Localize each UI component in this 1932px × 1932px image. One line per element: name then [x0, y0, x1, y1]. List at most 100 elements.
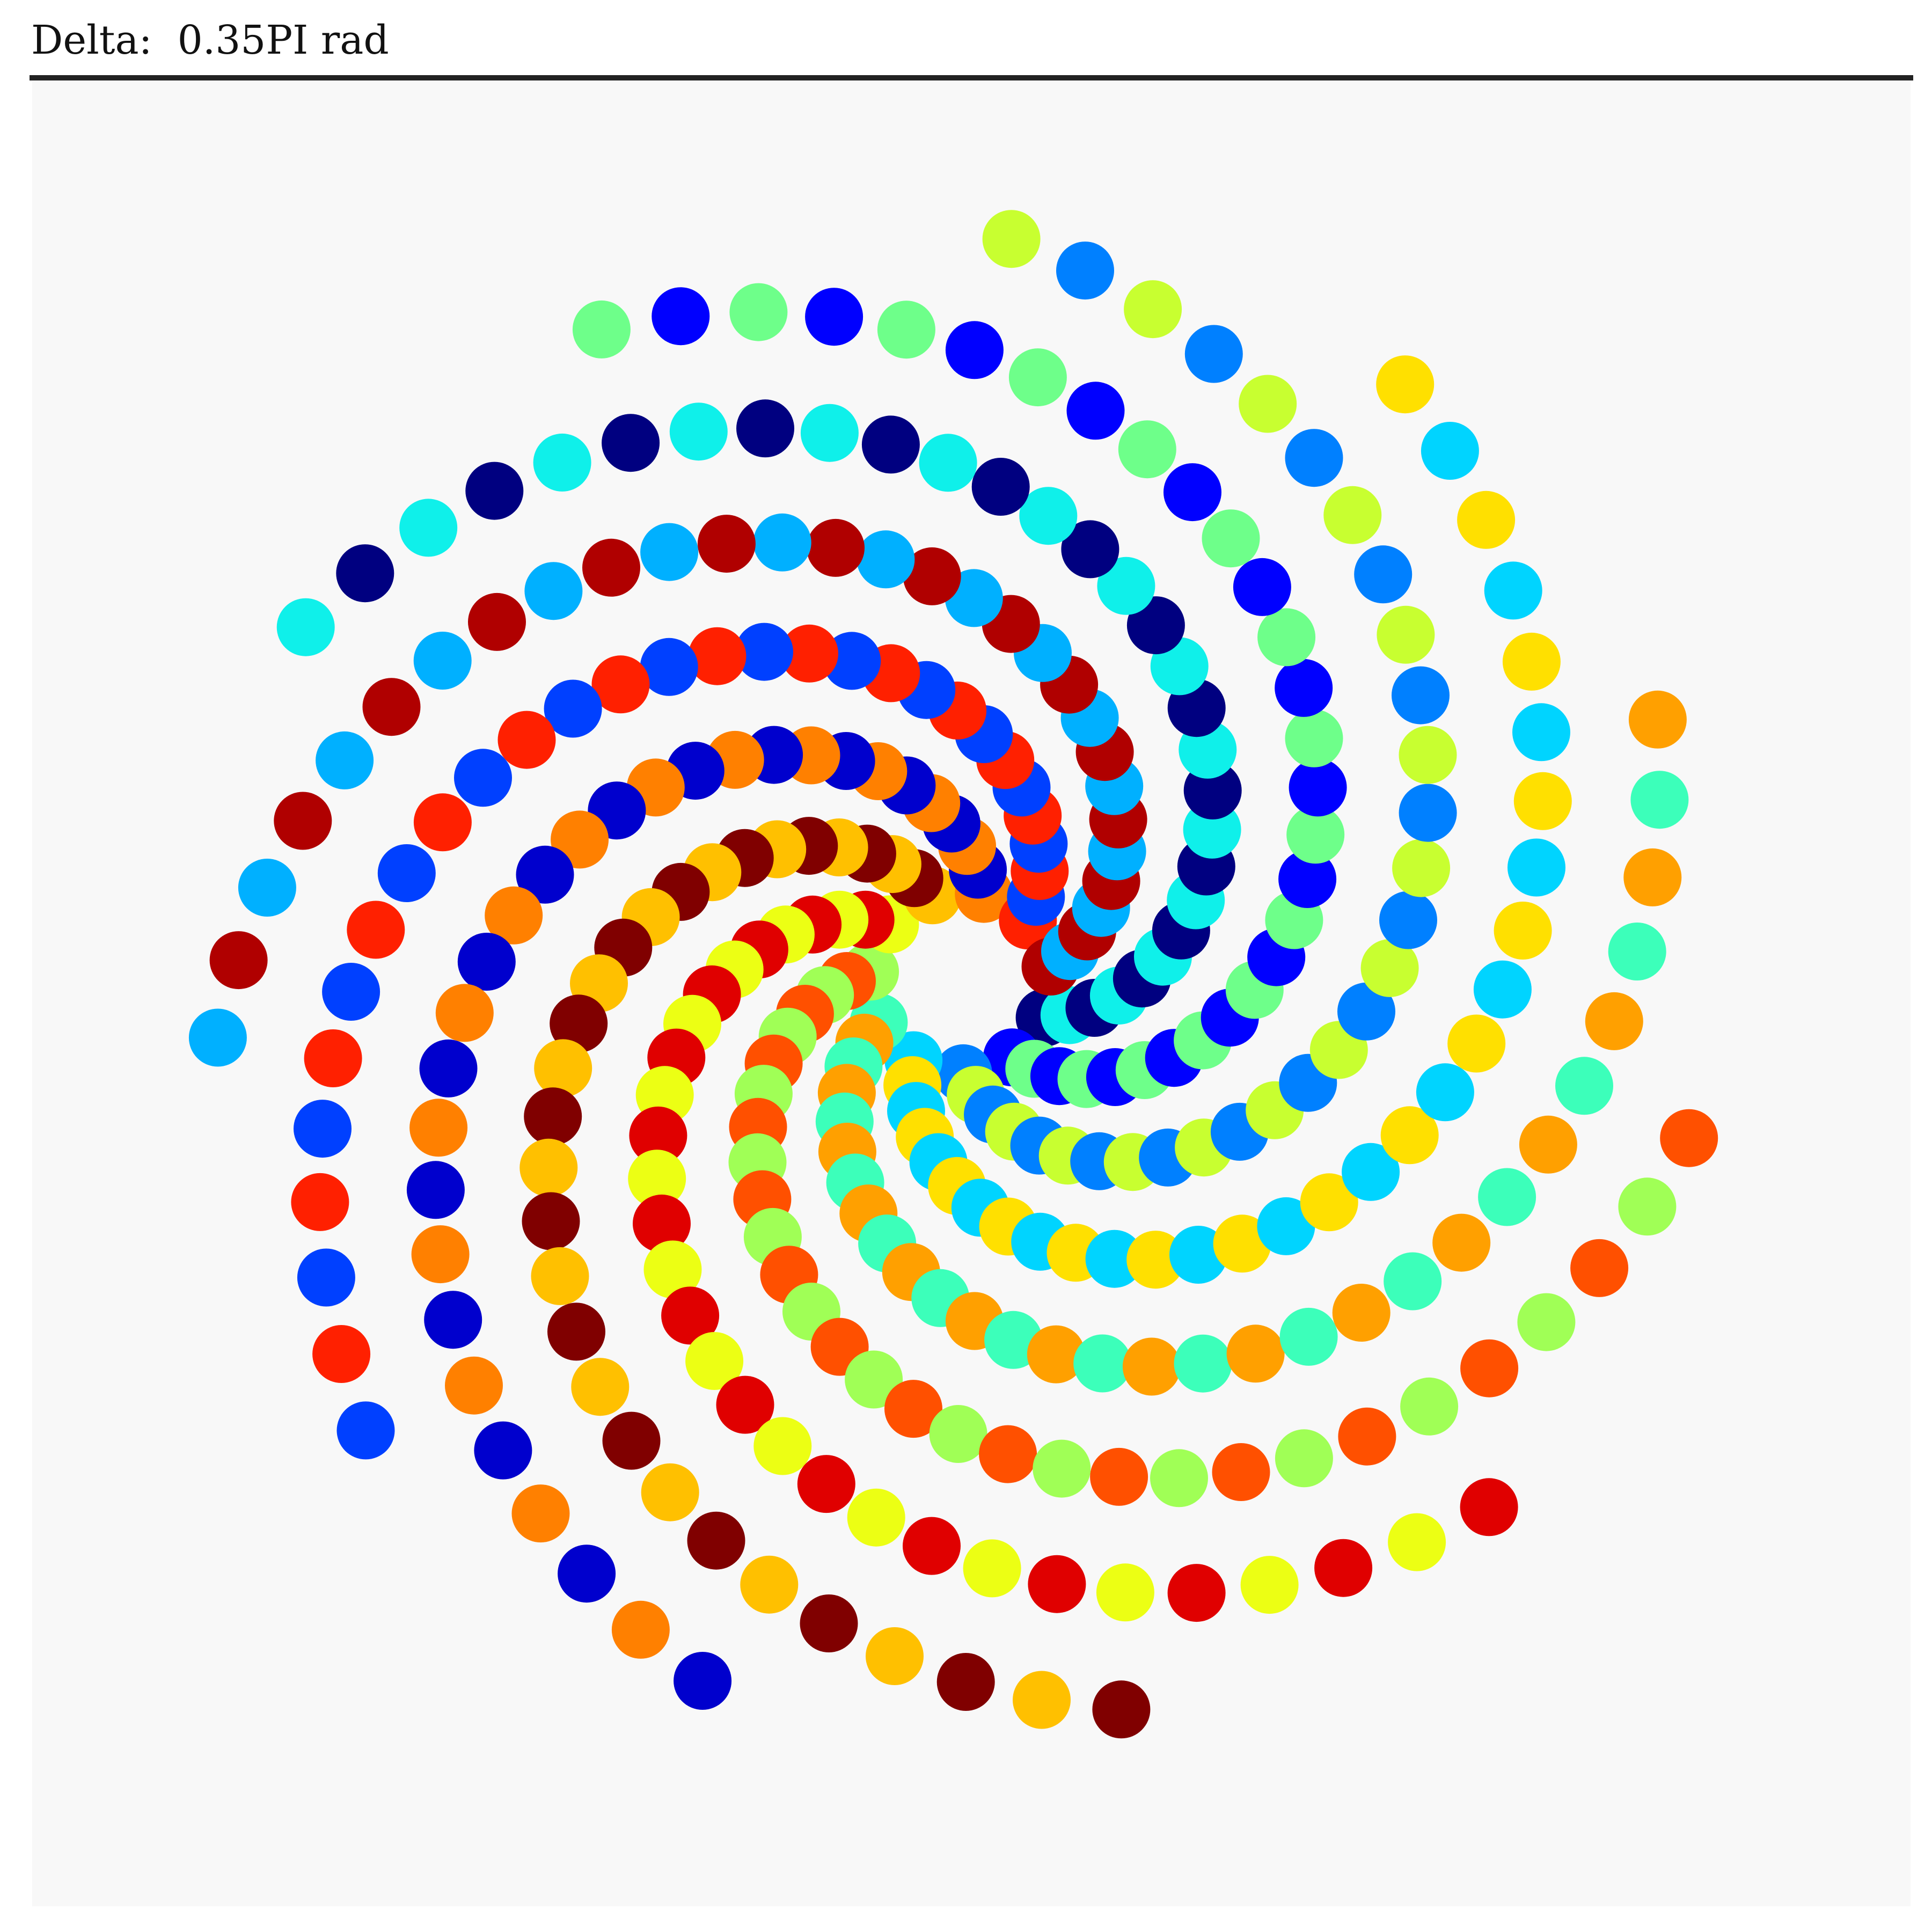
spiral-dot: [735, 623, 793, 681]
spiral-dot: [1122, 1337, 1181, 1396]
spiral-dot: [1033, 1439, 1091, 1498]
spiral-dot: [982, 210, 1041, 268]
spiral-dot: [1008, 348, 1067, 407]
spiral-dot: [411, 1225, 470, 1284]
spiral-dot: [1097, 557, 1155, 615]
title-rule: [30, 75, 1913, 80]
spiral-dot: [409, 1099, 468, 1157]
spiral-dot: [1519, 1115, 1577, 1174]
spiral-dot: [1240, 1556, 1299, 1614]
spiral-dot: [1278, 850, 1337, 908]
spiral-dot: [1416, 1063, 1474, 1122]
spiral-dot: [807, 518, 865, 577]
spiral-dot: [1460, 1339, 1519, 1397]
spiral-dot: [861, 415, 920, 474]
spiral-dot: [1630, 771, 1689, 829]
spiral-dot: [399, 499, 458, 557]
spiral-dot: [1478, 1168, 1536, 1226]
spiral-dot: [591, 655, 650, 714]
spiral-dot: [884, 1380, 942, 1438]
spiral-dot: [1286, 806, 1345, 864]
spiral-dot: [753, 1417, 812, 1475]
spiral-dot: [1623, 848, 1682, 906]
spiral-dot: [294, 1100, 352, 1158]
spiral-dot: [1019, 487, 1078, 545]
spiral-dot: [740, 1555, 799, 1614]
spiral-dot: [316, 731, 374, 789]
spiral-dot: [1513, 772, 1572, 830]
spiral-dot: [1289, 758, 1347, 817]
spiral-dot: [847, 1488, 905, 1547]
spiral-dot: [687, 1511, 745, 1570]
spiral-dot: [643, 1240, 702, 1299]
spiral-dot: [1275, 1429, 1333, 1488]
spiral-dot: [1400, 1377, 1459, 1436]
spiral-dot: [497, 711, 556, 769]
spiral-dot: [805, 288, 863, 346]
spiral-dot: [1184, 325, 1243, 383]
spiral-dot: [413, 632, 472, 690]
spiral-dot: [800, 1594, 858, 1652]
spiral-dot: [697, 515, 756, 573]
spiral-dot: [558, 1545, 616, 1603]
spiral-dot: [1314, 1539, 1373, 1597]
spiral-dot: [1300, 1173, 1358, 1232]
spiral-dot: [413, 793, 472, 852]
spiral-dot: [1608, 923, 1666, 980]
spiral-dot: [544, 679, 602, 738]
spiral-dot: [929, 1405, 987, 1463]
spiral-dot: [322, 963, 380, 1021]
spiral-dot: [1342, 1143, 1400, 1201]
spiral-dot: [845, 1350, 903, 1409]
spiral-dot: [1027, 1325, 1085, 1384]
spiral-dot: [297, 1248, 355, 1307]
spiral-dot: [1090, 1447, 1148, 1506]
spiral-dot: [547, 1302, 605, 1361]
spiral-dot: [1618, 1177, 1677, 1236]
spiral-dot: [685, 1332, 744, 1390]
spiral-dot: [362, 678, 421, 736]
spiral-dot: [640, 523, 699, 581]
spiral-dot: [611, 1600, 670, 1659]
spiral-dot: [674, 1652, 732, 1710]
spiral-dot: [1399, 784, 1457, 842]
spiral-dot: [1202, 509, 1260, 568]
spiral-dot: [936, 1653, 995, 1711]
spiral-dot: [736, 399, 794, 458]
spiral-dot: [602, 1411, 661, 1470]
spiral-dot: [274, 792, 332, 850]
spiral-dot: [1338, 1407, 1396, 1466]
delta-title: Delta: 0.35PI rad: [31, 17, 389, 63]
spiral-dot: [866, 1627, 924, 1685]
spiral-dot: [729, 283, 788, 341]
spiral-dot: [1213, 1214, 1271, 1273]
spiral-dot: [511, 1484, 570, 1543]
spiral-dot: [1226, 1324, 1285, 1383]
spiral-dot: [550, 994, 608, 1053]
spiral-dot: [1570, 1239, 1629, 1297]
spiral-dot: [1323, 486, 1382, 544]
spiral-dot: [903, 1517, 961, 1575]
spiral-dot: [1388, 1513, 1446, 1571]
spiral-dot: [572, 300, 631, 358]
spiral-dot: [291, 1173, 349, 1231]
spiral-dot: [336, 1401, 395, 1460]
spiral-dot: [522, 1192, 580, 1250]
spiral-dot: [633, 1194, 691, 1253]
spiral-dot: [465, 462, 524, 520]
spiral-dot: [347, 901, 405, 959]
spiral-dot: [209, 931, 268, 990]
spiral-dot: [652, 287, 710, 346]
spiral-dot: [661, 1286, 720, 1345]
spiral-dot: [780, 624, 838, 683]
spiral-dot: [1126, 596, 1185, 655]
spiral-dot: [1066, 382, 1125, 440]
spiral-dot: [312, 1325, 371, 1383]
spiral-dot: [903, 547, 961, 605]
spiral-dot: [1473, 960, 1532, 1019]
spiral-dot: [1360, 939, 1419, 997]
spiral-dot: [1660, 1109, 1718, 1167]
spiral-dot: [468, 592, 526, 651]
spiral-dot: [1502, 632, 1561, 691]
spiral-dot: [419, 1039, 478, 1097]
